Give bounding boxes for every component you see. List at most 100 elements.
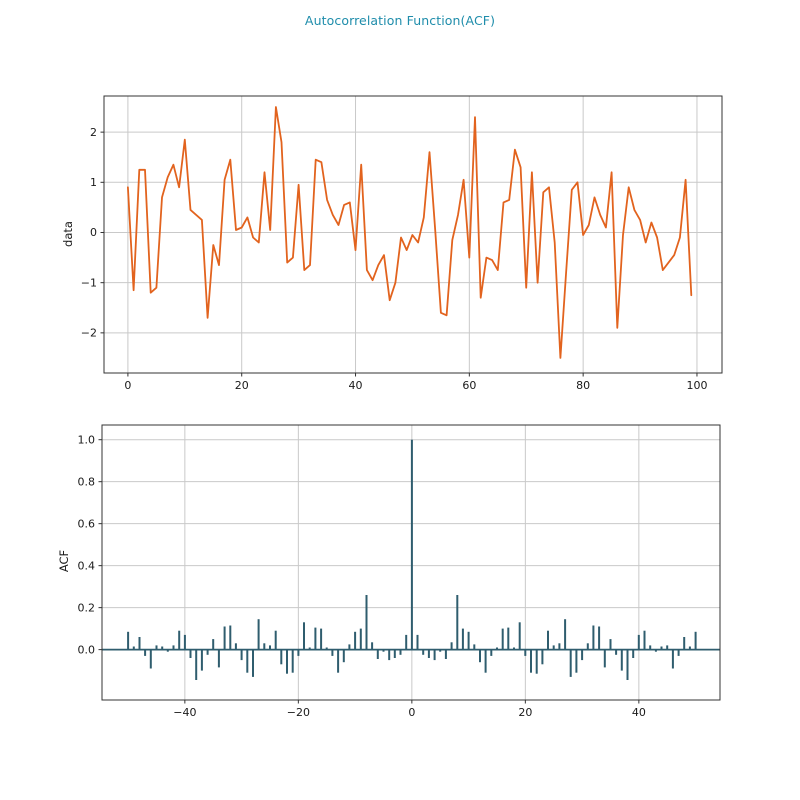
acf-bar	[234, 643, 237, 650]
acf-bar	[541, 649, 544, 665]
x-tick-label: 0	[408, 706, 415, 719]
acf-bar	[637, 634, 640, 650]
acf-bar	[660, 646, 663, 650]
acf-bar	[484, 649, 487, 673]
x-tick-label: 80	[576, 379, 590, 392]
acf-bar	[388, 649, 391, 661]
acf-bar	[393, 649, 396, 658]
acf-bar	[240, 649, 243, 661]
x-tick-label: 40	[349, 379, 363, 392]
acf-bar	[410, 439, 413, 650]
acf-bar	[303, 622, 305, 650]
x-tick-label: 20	[235, 379, 249, 392]
acf-bar	[433, 649, 436, 661]
acf-bar	[178, 630, 181, 650]
acf-bar	[513, 647, 515, 650]
y-tick-label: 1.0	[78, 433, 96, 446]
acf-bar	[200, 649, 203, 671]
acf-bar	[138, 637, 141, 650]
acf-bar	[456, 595, 459, 650]
acf-bar	[524, 649, 527, 656]
acf-bar	[479, 649, 481, 663]
acf-bar	[626, 649, 629, 680]
acf-bar	[507, 627, 510, 650]
acf-bar	[382, 649, 385, 652]
acf-bar	[252, 649, 254, 677]
acf-bar	[416, 634, 419, 650]
acf-bar	[666, 645, 669, 650]
acf-bar	[376, 649, 379, 659]
axes-spines	[101, 424, 721, 701]
acf-bar	[399, 649, 402, 655]
acf-bar	[683, 637, 686, 650]
acf-bar	[671, 649, 674, 669]
acf-bar	[586, 643, 589, 650]
acf-bar	[603, 649, 606, 668]
acf-bar	[183, 634, 186, 650]
y-tick-label: 0.0	[78, 643, 96, 656]
top-chart-ylabel: data	[61, 221, 75, 247]
acf-bar	[501, 628, 504, 650]
acf-bar	[308, 647, 311, 650]
acf-bar	[342, 649, 345, 663]
acf-bar	[620, 649, 623, 671]
acf-bar	[643, 630, 646, 650]
acf-bar	[325, 647, 328, 650]
y-tick-label: −2	[81, 327, 97, 340]
acf-bar	[371, 642, 374, 650]
acf-bar	[439, 649, 442, 652]
acf-bar	[291, 649, 294, 673]
y-tick-label: 0.8	[78, 475, 96, 488]
y-tick-label: 0.2	[78, 601, 96, 614]
x-tick-label: −40	[173, 706, 196, 719]
acf-bar	[246, 649, 249, 673]
acf-bar	[694, 631, 697, 650]
acf-bar	[320, 628, 323, 650]
acf-bar	[598, 626, 601, 650]
acf-bar	[649, 645, 652, 650]
acf-bar	[444, 649, 447, 659]
acf-bar	[535, 649, 538, 674]
acf-bar	[274, 630, 277, 650]
x-tick-label: 0	[124, 379, 131, 392]
acf-bar	[155, 645, 158, 650]
acf-bar	[314, 627, 317, 650]
acf-bar	[189, 649, 192, 658]
acf-bar	[654, 649, 657, 652]
y-tick-label: 0	[90, 226, 97, 239]
figure-title: Autocorrelation Function(ACF)	[304, 13, 496, 28]
acf-bar	[450, 642, 453, 650]
axes-spines	[103, 95, 723, 374]
acf-bar	[405, 634, 408, 650]
acf-bar	[166, 649, 169, 652]
acf-bar	[195, 649, 198, 680]
acf-bar	[575, 649, 578, 673]
acf-bar	[149, 649, 152, 669]
acf-bar	[473, 644, 476, 650]
y-tick-label: 0.6	[78, 517, 96, 530]
acf-bar	[172, 645, 175, 650]
acf-bar	[223, 626, 226, 650]
acf-bar	[530, 649, 532, 673]
acf-bar	[427, 649, 430, 658]
acf-bar	[467, 631, 470, 650]
acf-bar	[212, 639, 215, 650]
x-tick-label: 20	[518, 706, 532, 719]
acf-bar	[263, 643, 266, 650]
acf-bar	[331, 649, 334, 656]
acf-bar	[365, 595, 368, 650]
acf-bar	[217, 649, 220, 668]
acf-bar	[144, 649, 147, 656]
acf-chart-ylabel: ACF	[57, 549, 71, 573]
acf-bar	[161, 646, 164, 650]
acf-bar	[127, 631, 130, 650]
acf-bar	[609, 639, 612, 650]
x-tick-label: 100	[686, 379, 707, 392]
x-tick-label: −20	[287, 706, 310, 719]
y-tick-label: 1	[90, 176, 97, 189]
acf-bar	[354, 631, 357, 650]
y-tick-label: −1	[81, 276, 97, 289]
acf-bar	[257, 619, 260, 650]
